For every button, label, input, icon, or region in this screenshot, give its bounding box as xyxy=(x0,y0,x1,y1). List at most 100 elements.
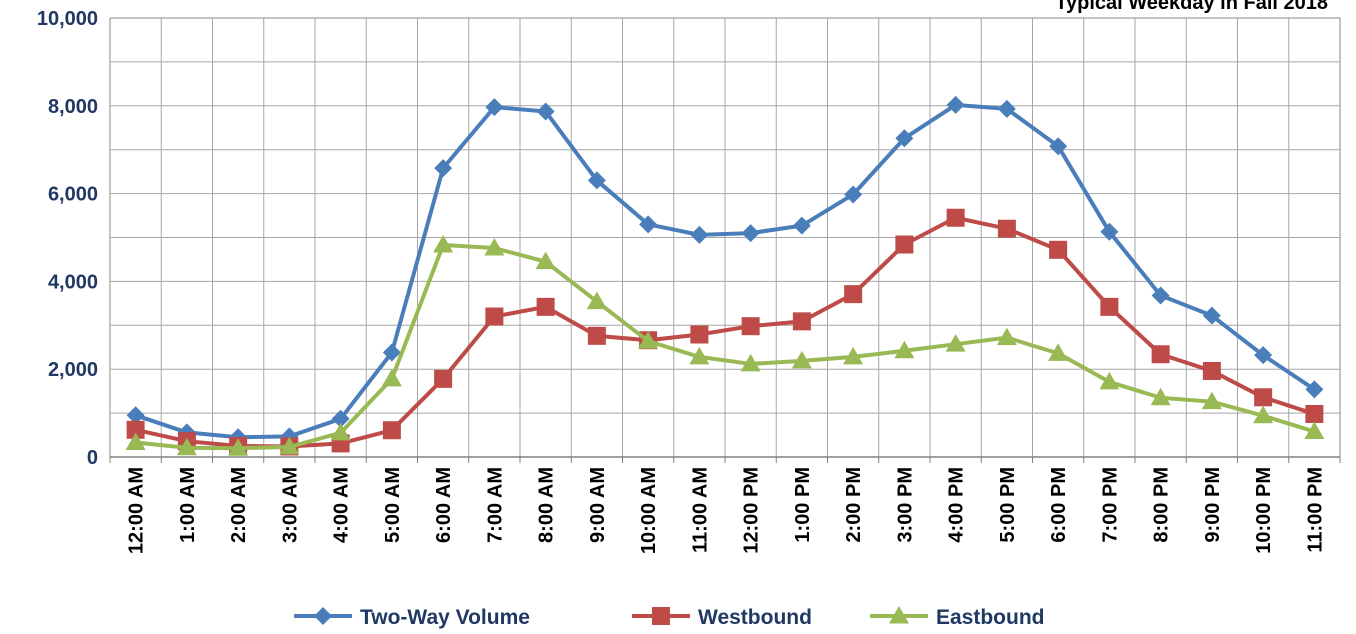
data-point xyxy=(484,238,505,256)
data-point xyxy=(639,215,658,234)
data-point xyxy=(741,224,760,243)
data-point xyxy=(792,312,811,331)
legend-marker xyxy=(314,607,332,625)
data-point xyxy=(843,346,864,365)
data-point xyxy=(997,219,1016,238)
data-point xyxy=(1100,297,1119,316)
data-point xyxy=(1151,286,1170,305)
series-layer xyxy=(125,95,1325,456)
data-point xyxy=(741,317,760,336)
data-point xyxy=(381,368,402,387)
x-tick-label: 10:00 PM xyxy=(1253,467,1275,554)
data-point xyxy=(895,129,914,148)
y-tick-label: 8,000 xyxy=(48,96,98,118)
data-point xyxy=(587,326,606,345)
x-tick-label: 5:00 PM xyxy=(997,467,1019,543)
data-point xyxy=(690,325,709,344)
x-tick-label: 7:00 PM xyxy=(1099,467,1121,543)
x-tick-label: 6:00 PM xyxy=(1048,467,1070,543)
data-point xyxy=(434,369,453,388)
x-tick-label: 1:00 PM xyxy=(792,467,814,543)
data-point xyxy=(946,208,965,227)
data-point xyxy=(382,421,401,440)
x-axis-ticks: 12:00 AM 1:00 AM 2:00 AM 3:00 AM 4:00 AM 5:00… xyxy=(126,467,1327,554)
data-point xyxy=(125,432,146,451)
x-tick-label: 3:00 AM xyxy=(279,467,301,543)
y-tick-label: 10,000 xyxy=(37,8,98,30)
y-axis-ticks: 0 2,000 4,000 6,000 8,000 10,000 xyxy=(37,8,98,469)
chart-subtitle: Typical Weekday in Fall 2018 xyxy=(1055,0,1328,14)
data-point xyxy=(1202,361,1221,380)
data-point xyxy=(126,406,145,425)
data-point xyxy=(1150,387,1171,406)
data-point xyxy=(485,98,504,117)
x-tick-label: 2:00 AM xyxy=(228,467,250,543)
data-point xyxy=(638,331,659,349)
y-tick-label: 4,000 xyxy=(48,271,98,293)
y-tick-label: 2,000 xyxy=(48,359,98,381)
x-tick-label: 12:00 PM xyxy=(741,467,763,554)
data-point xyxy=(1099,371,1120,390)
data-point xyxy=(228,438,249,456)
data-point xyxy=(536,297,555,316)
x-tick-label: 1:00 AM xyxy=(177,467,199,543)
data-point xyxy=(1254,346,1273,365)
data-point xyxy=(1305,380,1324,399)
series-0 xyxy=(126,95,1324,447)
data-point xyxy=(894,340,915,359)
x-tick-label: 8:00 PM xyxy=(1151,467,1173,543)
x-tick-label: 9:00 PM xyxy=(1202,467,1224,543)
data-point xyxy=(1048,343,1069,361)
data-point xyxy=(792,216,811,235)
data-point xyxy=(997,99,1016,118)
legend-label: Eastbound xyxy=(936,606,1045,629)
data-point xyxy=(690,225,709,244)
data-point xyxy=(1049,240,1068,259)
data-point xyxy=(945,334,966,352)
x-tick-label: 5:00 AM xyxy=(382,467,404,543)
x-tick-label: 6:00 AM xyxy=(433,467,455,543)
data-point xyxy=(895,235,914,254)
data-point xyxy=(996,327,1017,346)
data-point xyxy=(791,350,812,369)
grid-layer xyxy=(109,17,1341,463)
x-tick-label: 2:00 PM xyxy=(843,467,865,543)
data-point xyxy=(586,291,607,310)
legend-marker xyxy=(652,607,670,625)
x-tick-label: 3:00 PM xyxy=(894,467,916,543)
legend-item: Eastbound xyxy=(870,606,1045,629)
x-tick-label: 11:00 AM xyxy=(689,467,711,553)
legend-item: Westbound xyxy=(632,606,812,629)
data-point xyxy=(176,437,197,456)
y-tick-label: 6,000 xyxy=(48,184,98,206)
data-point xyxy=(1304,421,1325,440)
data-point xyxy=(689,346,710,365)
data-point xyxy=(1254,388,1273,407)
data-point xyxy=(279,436,300,455)
data-point xyxy=(1151,345,1170,364)
x-tick-label: 12:00 AM xyxy=(126,467,148,554)
data-point xyxy=(535,251,556,270)
data-point xyxy=(1202,306,1221,325)
x-tick-label: 8:00 AM xyxy=(536,467,558,543)
x-tick-label: 9:00 AM xyxy=(587,467,609,543)
series-line xyxy=(135,242,1315,451)
data-point xyxy=(433,234,454,253)
series-line xyxy=(134,102,1316,440)
data-point xyxy=(485,307,504,326)
legend-label: Westbound xyxy=(698,606,812,629)
x-tick-label: 11:00 PM xyxy=(1304,467,1326,553)
data-point xyxy=(434,159,453,178)
data-point xyxy=(844,285,863,304)
data-point xyxy=(1100,222,1119,241)
legend-label: Two-Way Volume xyxy=(360,606,530,629)
data-point xyxy=(1201,391,1222,410)
y-tick-label: 0 xyxy=(87,447,98,469)
data-point xyxy=(331,409,350,428)
data-point xyxy=(740,353,761,372)
legend: Two-Way Volume Westbound Eastbound xyxy=(294,606,1045,629)
data-point xyxy=(126,420,145,439)
x-tick-label: 7:00 AM xyxy=(484,467,506,543)
legend-marker xyxy=(889,606,909,624)
